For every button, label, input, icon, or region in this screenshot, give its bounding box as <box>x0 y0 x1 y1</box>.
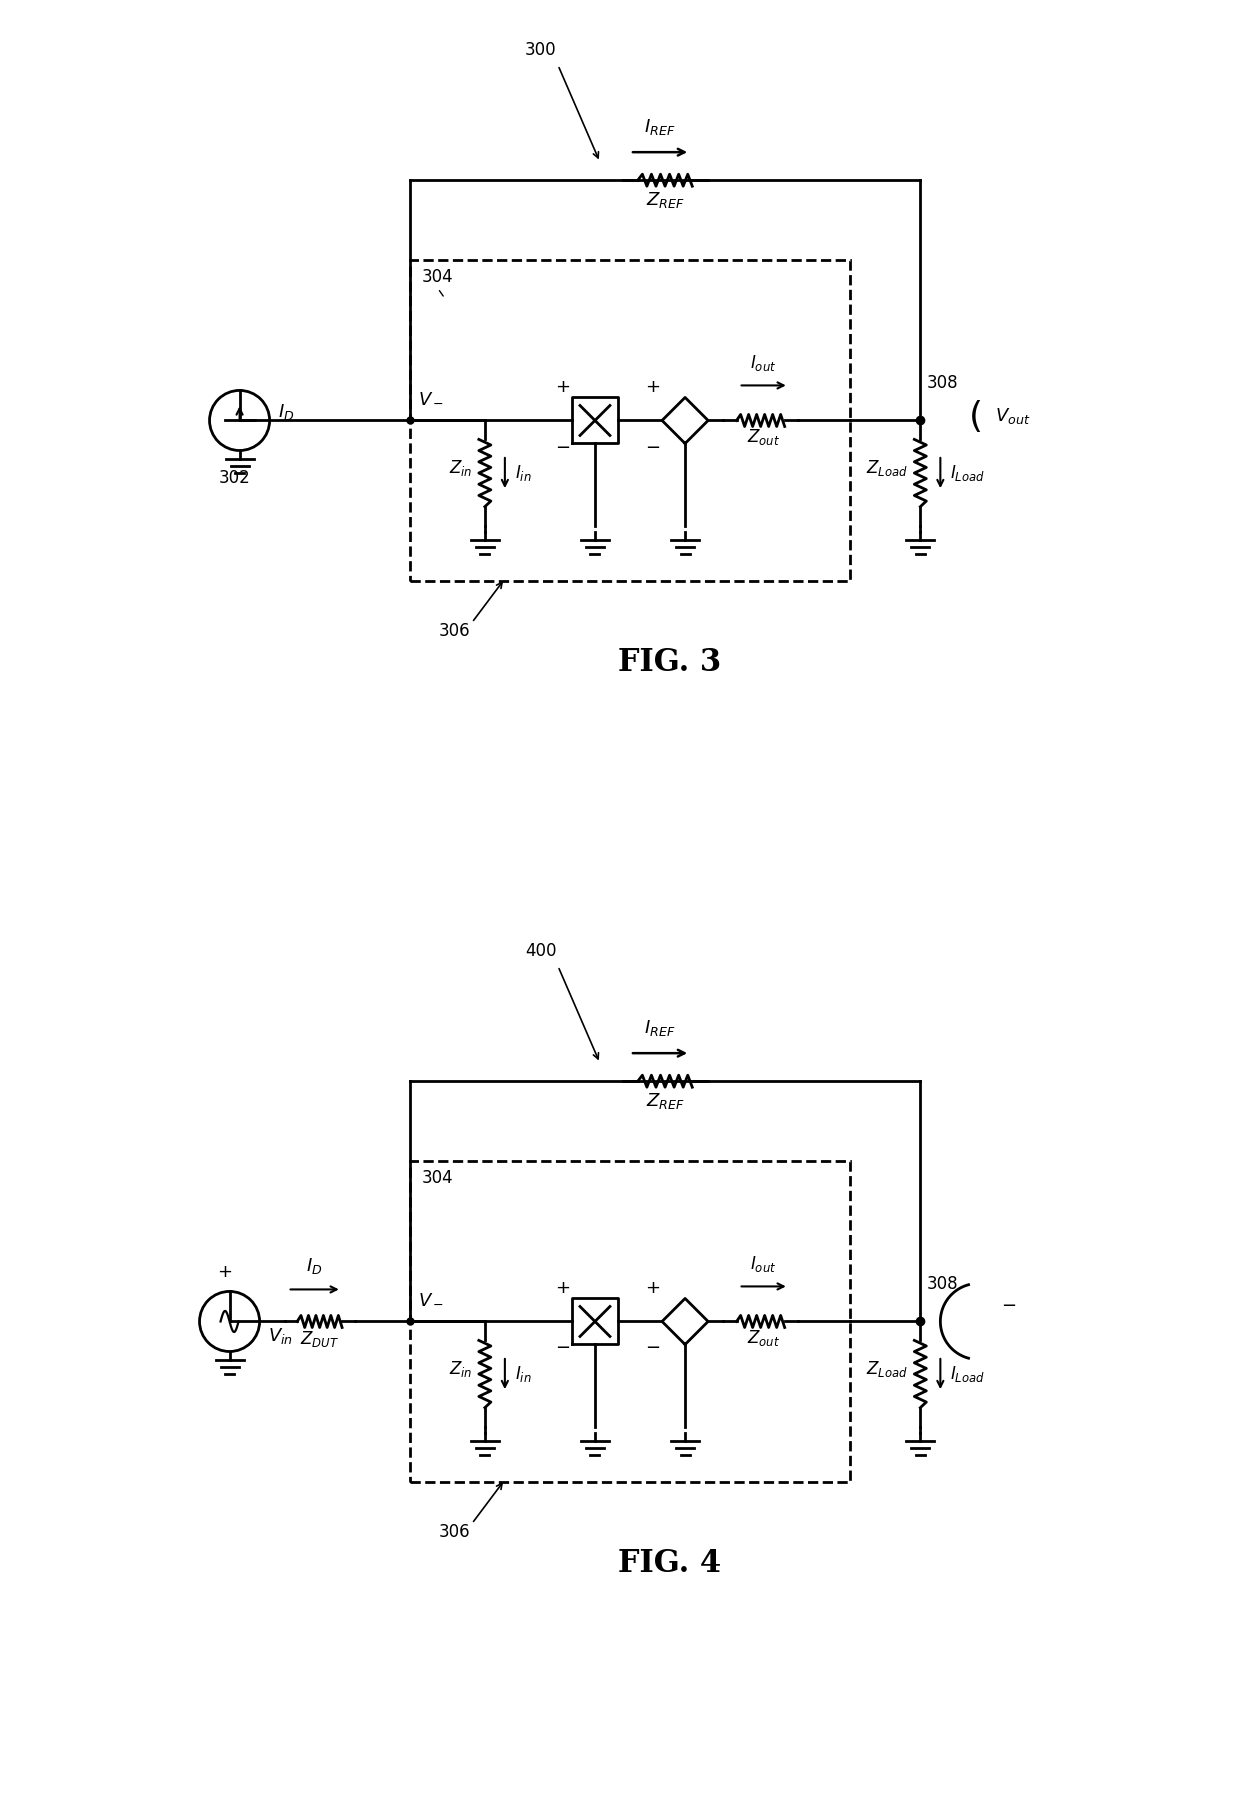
Text: FIG. 3: FIG. 3 <box>619 647 722 678</box>
Text: $Z_{REF}$: $Z_{REF}$ <box>646 1092 684 1112</box>
Text: 304: 304 <box>422 268 454 287</box>
Text: $-$: $-$ <box>646 436 661 454</box>
Text: 308: 308 <box>926 375 959 393</box>
Text: $Z_{out}$: $Z_{out}$ <box>746 1328 780 1348</box>
Text: $-$: $-$ <box>646 1337 661 1355</box>
Text: $I_{out}$: $I_{out}$ <box>750 353 776 373</box>
Text: $Z_{DUT}$: $Z_{DUT}$ <box>300 1330 340 1350</box>
Text: 306: 306 <box>439 622 471 640</box>
Text: $Z_{out}$: $Z_{out}$ <box>746 427 780 447</box>
Text: $-$: $-$ <box>556 436 570 454</box>
Text: $I_{REF}$: $I_{REF}$ <box>645 117 676 137</box>
Text: $V_{in}$: $V_{in}$ <box>268 1326 293 1346</box>
Text: $-$: $-$ <box>1001 1296 1016 1314</box>
Text: $I_{REF}$: $I_{REF}$ <box>645 1018 676 1038</box>
Text: $-$: $-$ <box>556 1337 570 1355</box>
Text: $I_{in}$: $I_{in}$ <box>515 463 532 483</box>
Text: $I_D$: $I_D$ <box>278 402 294 422</box>
Text: 400: 400 <box>525 942 557 960</box>
Text: $Z_{Load}$: $Z_{Load}$ <box>867 458 909 478</box>
Text: 304: 304 <box>422 1169 454 1188</box>
Text: +: + <box>556 378 570 396</box>
Text: $Z_{REF}$: $Z_{REF}$ <box>646 191 684 211</box>
Text: $Z_{in}$: $Z_{in}$ <box>449 1359 472 1379</box>
Text: $I_{in}$: $I_{in}$ <box>515 1364 532 1384</box>
Text: $I_{Load}$: $I_{Load}$ <box>950 1364 986 1384</box>
Text: $I_{Load}$: $I_{Load}$ <box>950 463 986 483</box>
Bar <box>409 1160 851 1481</box>
Text: 306: 306 <box>439 1523 471 1541</box>
Text: $I_{out}$: $I_{out}$ <box>750 1254 776 1274</box>
Text: $Z_{Load}$: $Z_{Load}$ <box>867 1359 909 1379</box>
Text: 300: 300 <box>525 41 557 59</box>
Text: +: + <box>217 1263 232 1281</box>
Text: 302: 302 <box>218 469 250 487</box>
Text: +: + <box>556 1279 570 1297</box>
Text: +: + <box>646 1279 661 1297</box>
Text: $I_D$: $I_D$ <box>306 1256 322 1276</box>
Text: $V_{out}$: $V_{out}$ <box>996 407 1030 427</box>
Text: $Z_{in}$: $Z_{in}$ <box>449 458 472 478</box>
Text: $V_-$: $V_-$ <box>418 389 444 407</box>
Bar <box>409 259 851 580</box>
Text: $V_-$: $V_-$ <box>418 1290 444 1308</box>
Text: 308: 308 <box>926 1276 959 1294</box>
Text: FIG. 4: FIG. 4 <box>619 1548 722 1579</box>
Text: $($: $($ <box>968 398 982 434</box>
Text: +: + <box>646 378 661 396</box>
